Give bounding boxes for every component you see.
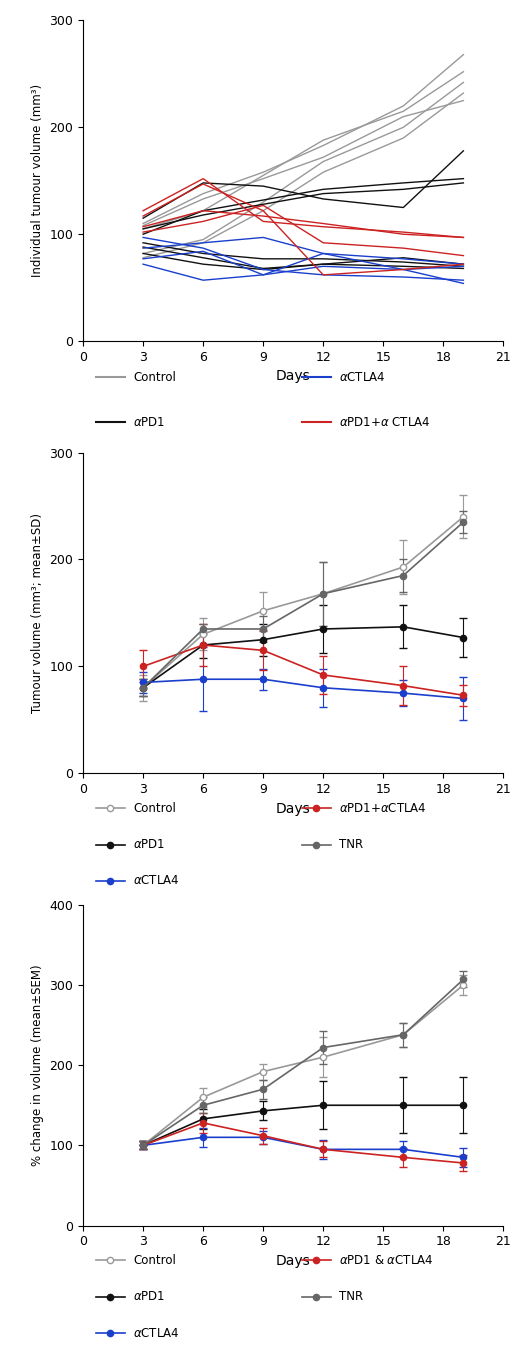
Text: $\alpha$CTLA4: $\alpha$CTLA4 [133,874,180,888]
Text: Control: Control [133,801,176,815]
Text: $\alpha$CTLA4: $\alpha$CTLA4 [133,1326,180,1340]
X-axis label: Days: Days [276,801,310,816]
X-axis label: Days: Days [276,1254,310,1268]
Text: $\alpha$PD1: $\alpha$PD1 [133,1291,166,1303]
Text: $\alpha$PD1 & $\alpha$CTLA4: $\alpha$PD1 & $\alpha$CTLA4 [339,1254,434,1268]
Text: $\alpha$PD1: $\alpha$PD1 [133,416,166,428]
Text: $\alpha$PD1: $\alpha$PD1 [133,838,166,851]
Text: $\alpha$CTLA4: $\alpha$CTLA4 [339,370,386,384]
Text: $\alpha$PD1+$\alpha$CTLA4: $\alpha$PD1+$\alpha$CTLA4 [339,801,427,815]
Y-axis label: Individual tumour volume (mm³): Individual tumour volume (mm³) [31,84,44,277]
Text: Control: Control [133,1254,176,1268]
Y-axis label: % change in volume (mean±SEM): % change in volume (mean±SEM) [31,964,44,1166]
Text: TNR: TNR [339,838,364,851]
Text: TNR: TNR [339,1291,364,1303]
Text: Control: Control [133,370,176,384]
Text: $\alpha$PD1+$\alpha$ CTLA4: $\alpha$PD1+$\alpha$ CTLA4 [339,416,431,428]
X-axis label: Days: Days [276,370,310,384]
Y-axis label: Tumour volume (mm³; mean±SD): Tumour volume (mm³; mean±SD) [31,513,44,713]
